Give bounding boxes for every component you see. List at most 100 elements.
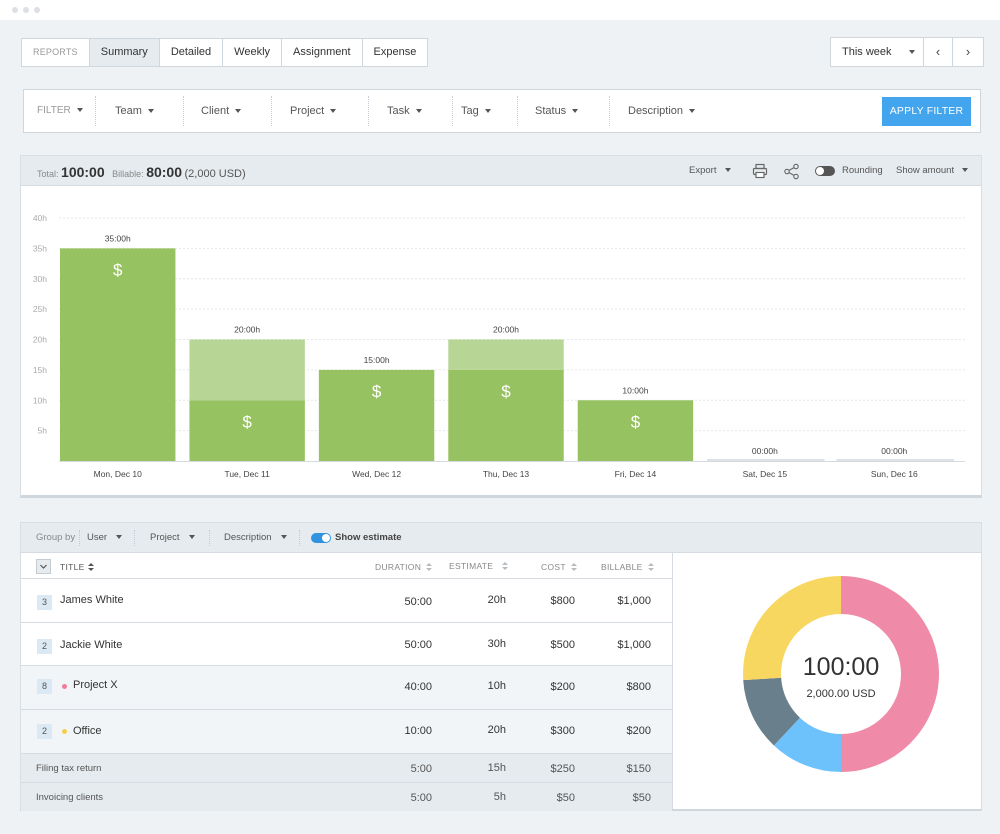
table-row[interactable]: 3 James White 50:00 20h $800 $1,000 bbox=[21, 579, 672, 623]
chevron-down-icon bbox=[235, 109, 242, 114]
filter-project[interactable]: Project bbox=[290, 90, 337, 132]
filter-dropdown[interactable]: FILTER bbox=[37, 90, 83, 132]
col-title[interactable]: TITLE bbox=[60, 562, 95, 572]
billable-label: Billable: bbox=[112, 169, 144, 179]
table-row[interactable]: 2 Office 10:00 20h $300 $200 bbox=[21, 710, 672, 754]
dollar-icon: $ bbox=[631, 412, 641, 431]
tab-summary[interactable]: Summary bbox=[89, 39, 160, 66]
filter-team-label: Team bbox=[115, 105, 142, 117]
entry-count-badge: 2 bbox=[37, 639, 52, 654]
show-estimate-toggle[interactable] bbox=[311, 533, 331, 543]
filter-tag[interactable]: Tag bbox=[461, 90, 491, 132]
chevron-down-icon bbox=[484, 109, 491, 114]
row-cost: $50 bbox=[556, 792, 575, 804]
share-icon[interactable] bbox=[783, 163, 800, 180]
bar-non-billable[interactable] bbox=[448, 339, 564, 370]
bar-value-label: 20:00h bbox=[493, 325, 519, 335]
rounding-toggle[interactable] bbox=[815, 166, 835, 176]
table-row[interactable]: 2 Jackie White 50:00 30h $500 $1,000 bbox=[21, 623, 672, 666]
donut-total: 100:00 bbox=[803, 653, 879, 681]
row-cost: $200 bbox=[550, 681, 575, 693]
total-value: 100:00 bbox=[61, 164, 105, 180]
filter-client[interactable]: Client bbox=[201, 90, 242, 132]
row-billable: $1,000 bbox=[617, 595, 651, 607]
print-icon[interactable] bbox=[752, 163, 768, 179]
entry-count-badge: 2 bbox=[37, 724, 52, 739]
table-row[interactable]: 8 Project X 40:00 10h $200 $800 bbox=[21, 666, 672, 710]
col-cost[interactable]: COST bbox=[541, 562, 578, 572]
row-cost: $500 bbox=[550, 639, 575, 651]
filter-bar: FILTER Team Client Project Task Tag Stat… bbox=[23, 89, 981, 133]
row-billable: $1,000 bbox=[617, 639, 651, 651]
row-title: Invoicing clients bbox=[36, 792, 104, 803]
billable-amount: (2,000 USD) bbox=[184, 168, 246, 180]
group-by-bar: Group by User Project Description Show e… bbox=[21, 523, 981, 553]
billable-value: 80:00 bbox=[146, 164, 182, 180]
col-duration-label: DURATION bbox=[375, 562, 422, 572]
project-color-dot bbox=[62, 684, 67, 689]
chevron-down-icon bbox=[415, 109, 422, 114]
tab-weekly[interactable]: Weekly bbox=[223, 39, 283, 66]
next-week-button[interactable]: › bbox=[965, 44, 971, 59]
filter-task-label: Task bbox=[387, 105, 410, 117]
x-tick-label: Mon, Dec 10 bbox=[94, 469, 142, 479]
group-by-project-dropdown[interactable]: Project bbox=[150, 523, 195, 553]
x-tick-label: Wed, Dec 12 bbox=[352, 469, 401, 479]
donut-slice[interactable] bbox=[841, 576, 939, 772]
chevron-down-icon bbox=[76, 108, 83, 113]
tab-expense[interactable]: Expense bbox=[373, 46, 417, 58]
x-tick-label: Fri, Dec 14 bbox=[615, 469, 657, 479]
chevron-down-icon bbox=[962, 168, 969, 173]
bar-empty bbox=[707, 459, 825, 461]
chevron-down-icon bbox=[280, 535, 287, 540]
bar-billable[interactable] bbox=[60, 248, 176, 461]
bar-billable[interactable] bbox=[189, 400, 305, 461]
entry-count-badge: 8 bbox=[37, 679, 52, 694]
chart-toolbar: Total: 100:00 Billable: 80:00 (2,000 USD… bbox=[21, 156, 981, 186]
rounding-label: Rounding bbox=[842, 165, 883, 176]
bar-billable[interactable] bbox=[577, 400, 694, 461]
group-by-description-dropdown[interactable]: Description bbox=[224, 523, 287, 553]
divider bbox=[452, 96, 453, 126]
filter-label: FILTER bbox=[37, 105, 71, 116]
y-tick-label: 25h bbox=[33, 304, 47, 314]
table-row[interactable]: Invoicing clients 5:00 5h $50 $50 bbox=[21, 783, 672, 811]
table-header: TITLE DURATION ESTIMATE COST BILLABLE bbox=[21, 553, 672, 579]
tab-assignment[interactable]: Assignment bbox=[282, 39, 363, 66]
row-billable: $150 bbox=[626, 763, 651, 775]
table-row[interactable]: Filing tax return 5:00 15h $250 $150 bbox=[21, 754, 672, 783]
row-title: Office bbox=[73, 725, 102, 737]
row-cost: $300 bbox=[550, 725, 575, 737]
apply-filter-button[interactable]: APPLY FILTER bbox=[882, 97, 971, 126]
row-title: Filing tax return bbox=[36, 763, 102, 774]
chevron-down-icon bbox=[40, 564, 47, 569]
donut-slice[interactable] bbox=[773, 717, 841, 772]
date-range-select[interactable]: This week bbox=[831, 38, 924, 66]
bar-billable[interactable] bbox=[318, 369, 435, 461]
prev-week-button[interactable]: ‹ bbox=[924, 38, 953, 66]
tab-detailed[interactable]: Detailed bbox=[160, 39, 224, 66]
col-duration[interactable]: DURATION bbox=[375, 562, 433, 572]
col-billable[interactable]: BILLABLE bbox=[601, 562, 655, 572]
filter-description[interactable]: Description bbox=[628, 90, 696, 132]
filter-team[interactable]: Team bbox=[115, 90, 154, 132]
show-estimate-label: Show estimate bbox=[335, 532, 402, 543]
row-duration: 40:00 bbox=[404, 681, 432, 693]
divider bbox=[209, 530, 210, 546]
expand-all-button[interactable] bbox=[36, 559, 51, 574]
bar-billable[interactable] bbox=[448, 369, 564, 461]
filter-task[interactable]: Task bbox=[387, 90, 422, 132]
group-by-user-dropdown[interactable]: User bbox=[87, 523, 123, 553]
donut-slice[interactable] bbox=[743, 576, 841, 681]
export-dropdown[interactable]: Export bbox=[689, 156, 732, 186]
show-amount-dropdown[interactable]: Show amount bbox=[896, 156, 969, 186]
window-titlebar bbox=[0, 0, 1000, 20]
donut-slice[interactable] bbox=[743, 677, 800, 746]
chevron-down-icon bbox=[725, 168, 732, 173]
filter-status[interactable]: Status bbox=[535, 90, 579, 132]
group-by-project-label: Project bbox=[150, 532, 180, 543]
col-title-label: TITLE bbox=[60, 562, 85, 572]
col-estimate[interactable]: ESTIMATE bbox=[449, 561, 509, 571]
chevron-down-icon bbox=[689, 109, 696, 114]
bar-non-billable[interactable] bbox=[189, 339, 305, 401]
